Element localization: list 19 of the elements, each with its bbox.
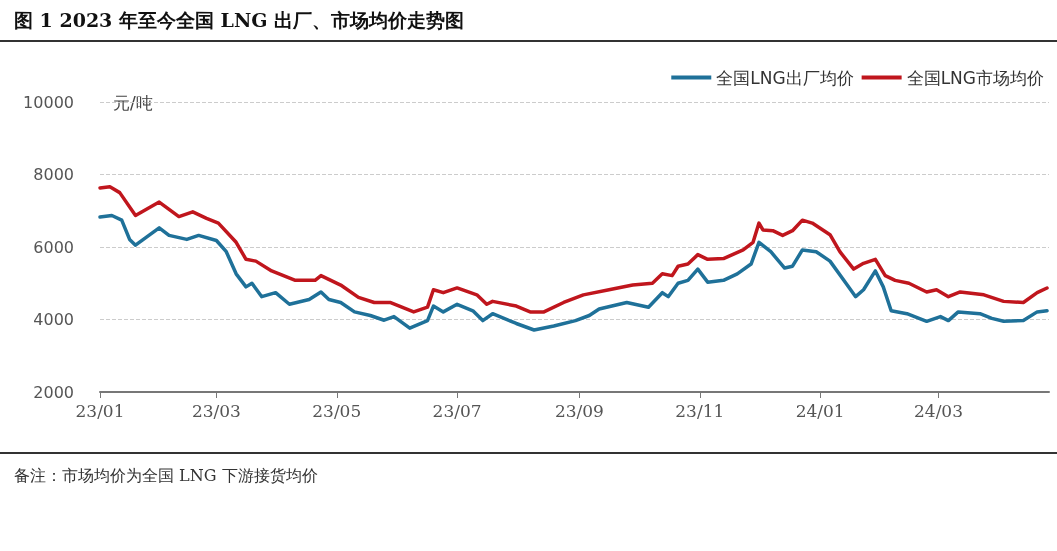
y-tick-label: 2000 [33, 382, 74, 402]
x-tick-label: 23/07 [432, 400, 482, 421]
y-tick-label: 8000 [33, 165, 74, 184]
y-tick-label: 4000 [33, 310, 74, 329]
text: 备注：市场均价为全国 LNG 下游接货均价 [0, 452, 1057, 487]
y-tick-label: 6000 [33, 237, 74, 257]
y-tick-label: 10000 [23, 92, 74, 112]
line-series [98, 185, 1049, 314]
x-tick-label: 23/01 [75, 400, 125, 421]
x-tick-label: 23/05 [312, 400, 362, 421]
x-tick-label: 23/11 [675, 400, 725, 421]
x-tick-label: 24/01 [795, 400, 845, 421]
chart-title: 图 1 2023 年至今全国 LNG 出厂、市场均价走势图 [0, 0, 1057, 42]
line-series [98, 213, 1049, 332]
x-tick-label: 24/03 [914, 400, 964, 421]
x-tick-label: 23/03 [191, 400, 241, 421]
x-tick-label: 23/09 [554, 400, 604, 421]
legend-label: 全国LNG出厂均价 [716, 67, 854, 88]
legend-label: 全国LNG市场均价 [906, 67, 1045, 88]
